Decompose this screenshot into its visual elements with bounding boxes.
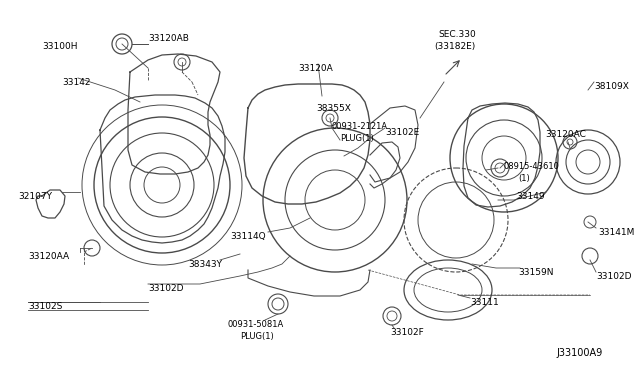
Text: PLUG(1): PLUG(1) bbox=[340, 134, 374, 143]
Text: 33120AB: 33120AB bbox=[148, 34, 189, 43]
Text: (33182E): (33182E) bbox=[434, 42, 476, 51]
Text: 33102E: 33102E bbox=[385, 128, 419, 137]
Text: 00931-5081A: 00931-5081A bbox=[228, 320, 284, 329]
Text: 33100H: 33100H bbox=[42, 42, 77, 51]
Text: 33114Q: 33114Q bbox=[230, 232, 266, 241]
Text: PLUG(1): PLUG(1) bbox=[240, 332, 274, 341]
Text: 38109X: 38109X bbox=[594, 82, 629, 91]
Text: 33142: 33142 bbox=[62, 78, 90, 87]
Text: 08915-43610: 08915-43610 bbox=[503, 162, 559, 171]
Text: 38343Y: 38343Y bbox=[188, 260, 222, 269]
Text: 00931-2121A: 00931-2121A bbox=[332, 122, 388, 131]
Text: 33102S: 33102S bbox=[28, 302, 62, 311]
Text: SEC.330: SEC.330 bbox=[438, 30, 476, 39]
Text: 33102D: 33102D bbox=[596, 272, 632, 281]
Text: 33141M: 33141M bbox=[598, 228, 634, 237]
Text: 33102F: 33102F bbox=[390, 328, 424, 337]
Text: J33100A9: J33100A9 bbox=[556, 348, 602, 358]
Text: 32107Y: 32107Y bbox=[18, 192, 52, 201]
Text: 33120A: 33120A bbox=[298, 64, 333, 73]
Text: (1): (1) bbox=[518, 174, 530, 183]
Text: 33111: 33111 bbox=[470, 298, 499, 307]
Text: 33149: 33149 bbox=[516, 192, 545, 201]
Text: 33159N: 33159N bbox=[518, 268, 554, 277]
Text: 33120AA: 33120AA bbox=[28, 252, 69, 261]
Text: 33102D: 33102D bbox=[148, 284, 184, 293]
Text: 33120AC: 33120AC bbox=[545, 130, 586, 139]
Text: 38355X: 38355X bbox=[316, 104, 351, 113]
